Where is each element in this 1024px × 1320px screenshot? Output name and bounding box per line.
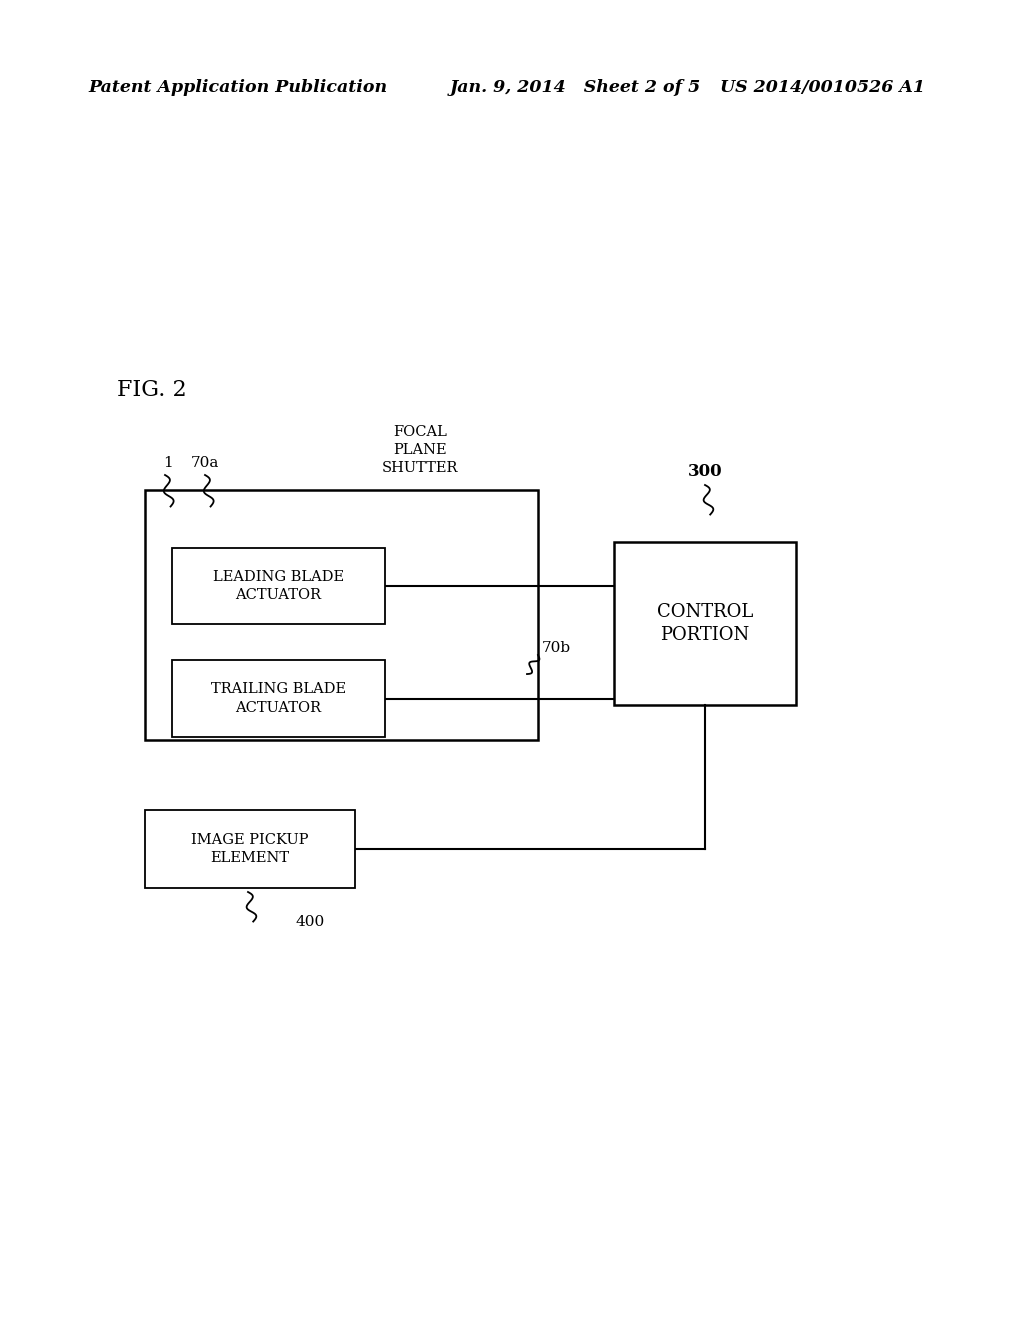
Text: 70a: 70a — [190, 455, 219, 470]
Bar — [172, 660, 385, 737]
Bar — [145, 810, 355, 888]
Text: FIG. 2: FIG. 2 — [117, 379, 186, 401]
Bar — [172, 548, 385, 624]
Text: 400: 400 — [295, 915, 325, 929]
Bar — [614, 543, 796, 705]
Text: CONTROL
PORTION: CONTROL PORTION — [656, 603, 753, 644]
Text: FOCAL
PLANE
SHUTTER: FOCAL PLANE SHUTTER — [382, 425, 458, 475]
Text: 70b: 70b — [542, 642, 571, 655]
Text: US 2014/0010526 A1: US 2014/0010526 A1 — [720, 79, 925, 96]
Text: Patent Application Publication: Patent Application Publication — [88, 79, 387, 96]
Text: TRAILING BLADE
ACTUATOR: TRAILING BLADE ACTUATOR — [211, 682, 346, 714]
Text: 300: 300 — [688, 463, 722, 480]
Text: 1: 1 — [163, 455, 173, 470]
Bar — [145, 490, 538, 741]
Text: LEADING BLADE
ACTUATOR: LEADING BLADE ACTUATOR — [213, 570, 344, 602]
Text: Jan. 9, 2014   Sheet 2 of 5: Jan. 9, 2014 Sheet 2 of 5 — [450, 79, 701, 96]
Text: IMAGE PICKUP
ELEMENT: IMAGE PICKUP ELEMENT — [191, 833, 309, 865]
